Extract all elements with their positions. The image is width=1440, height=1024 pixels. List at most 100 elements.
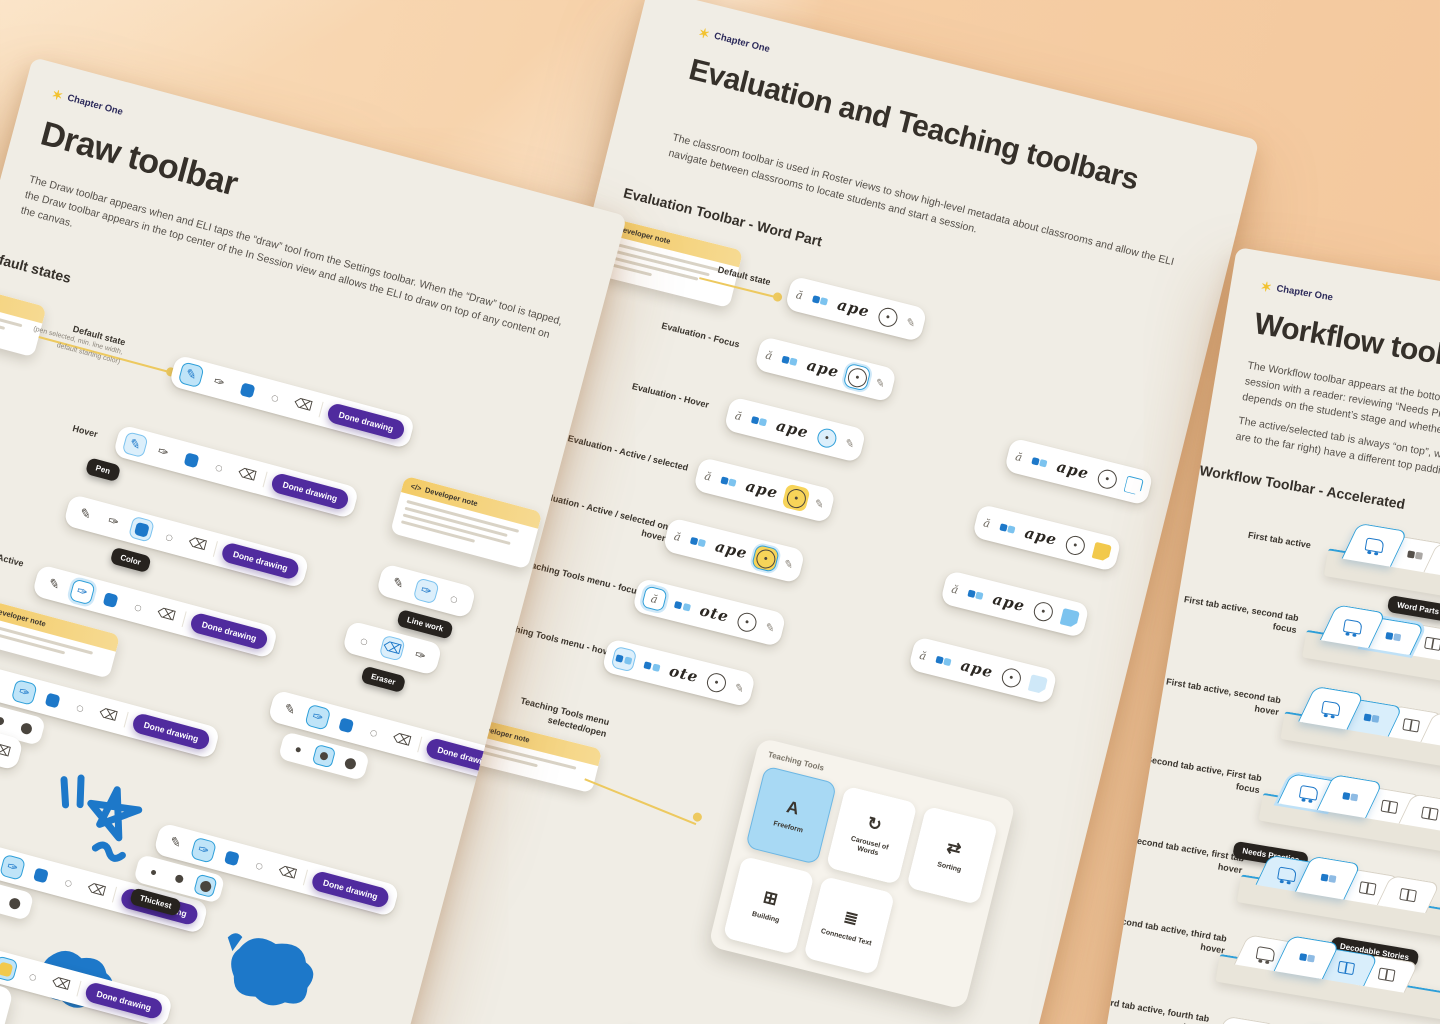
marker-icon[interactable]: ✑ <box>190 836 217 864</box>
lasso-icon[interactable]: ◌ <box>213 458 225 476</box>
marker-icon[interactable]: ✑ <box>106 512 121 530</box>
teaching-tools-icon[interactable] <box>669 592 696 619</box>
eraser-icon[interactable]: ⌫ <box>155 604 178 624</box>
mic-button[interactable]: ● <box>1093 464 1122 493</box>
color-swatch[interactable] <box>97 586 124 613</box>
sticky-note-icon-focus[interactable] <box>1124 475 1145 496</box>
pen-icon[interactable]: ✎ <box>168 833 183 851</box>
stroke-thick[interactable] <box>0 709 12 733</box>
marker-icon[interactable]: ✑ <box>68 578 96 606</box>
pencil-icon[interactable]: ✎ <box>813 497 826 512</box>
color-swatch[interactable] <box>128 515 155 543</box>
pen-icon[interactable]: ✎ <box>391 574 406 592</box>
eraser-icon[interactable]: ⌫ <box>292 394 315 414</box>
stroke-thick[interactable] <box>0 883 1 909</box>
mic-button[interactable]: ● <box>702 668 731 697</box>
color-swatch[interactable] <box>39 686 66 713</box>
marker-icon[interactable]: ✑ <box>304 703 332 731</box>
lasso-icon[interactable]: ◌ <box>269 389 281 406</box>
teaching-tools-icon[interactable] <box>639 653 666 680</box>
lasso-icon[interactable]: ◌ <box>74 699 86 716</box>
stroke-thickest[interactable] <box>14 716 38 740</box>
mic-button-active-hover[interactable]: ● <box>751 543 781 573</box>
marker-icon[interactable]: ✑ <box>212 373 227 391</box>
mic-button[interactable]: ● <box>1061 530 1090 559</box>
color-swatch[interactable] <box>178 446 205 473</box>
pencil-icon[interactable]: ✎ <box>874 376 887 391</box>
eraser-icon[interactable]: ⌫ <box>276 862 299 882</box>
tool-card-sorting[interactable]: ⇄ Sorting <box>906 805 999 906</box>
stroke-thickest[interactable] <box>2 891 26 915</box>
teaching-tools-icon[interactable] <box>715 468 742 495</box>
color-swatch[interactable] <box>27 861 54 888</box>
lasso-icon[interactable]: ◌ <box>253 856 266 874</box>
mic-button-hover[interactable]: ● <box>812 423 841 452</box>
pen-icon[interactable]: ✎ <box>282 700 298 718</box>
teaching-tools-icon[interactable] <box>746 407 773 434</box>
stroke-thick[interactable] <box>311 743 337 769</box>
mic-button-focused[interactable]: ● <box>842 362 872 392</box>
lasso-icon[interactable]: ◌ <box>448 590 460 607</box>
mic-button[interactable]: ● <box>997 663 1026 692</box>
pen-icon[interactable]: ✎ <box>0 675 4 694</box>
lasso-icon[interactable]: ◌ <box>27 968 39 985</box>
lasso-icon[interactable]: ◌ <box>163 528 176 545</box>
eraser-icon[interactable]: ⌫ <box>0 740 13 760</box>
sticky-note-icon-selected[interactable] <box>1060 607 1081 628</box>
pen-icon[interactable]: ✎ <box>121 431 149 459</box>
word-part-tab-icon[interactable] <box>610 645 638 673</box>
done-drawing-button[interactable]: Done drawing <box>220 541 301 581</box>
pen-icon[interactable]: ✎ <box>177 361 205 389</box>
mic-button[interactable]: ● <box>733 607 762 636</box>
color-swatch[interactable] <box>332 711 359 738</box>
marker-icon[interactable]: ✑ <box>413 646 428 664</box>
eraser-icon[interactable]: ⌫ <box>186 534 209 554</box>
eraser-icon[interactable]: ⌫ <box>50 973 73 993</box>
tool-card-building[interactable]: ⊞ Building <box>722 855 815 956</box>
pen-icon[interactable]: ✎ <box>47 575 62 593</box>
pencil-icon[interactable]: ✎ <box>733 681 746 696</box>
eraser-icon[interactable]: ⌫ <box>236 464 259 484</box>
eraser-icon[interactable]: ⌫ <box>391 729 413 749</box>
tool-card-connected-text[interactable]: ≣ Connected Text <box>803 875 896 976</box>
sticky-note-icon-active[interactable] <box>1092 541 1113 562</box>
done-drawing-button[interactable]: Done drawing <box>130 711 212 752</box>
marker-icon[interactable]: ✑ <box>412 577 440 605</box>
marker-icon[interactable]: ✑ <box>10 678 38 706</box>
eraser-icon[interactable]: ⌫ <box>97 704 120 725</box>
stroke-thickest[interactable] <box>338 751 362 775</box>
pencil-icon[interactable]: ✎ <box>904 316 917 330</box>
stroke-thin[interactable] <box>286 737 310 761</box>
tool-card-freeform[interactable]: A Freeform <box>745 765 838 865</box>
color-swatch[interactable] <box>234 376 261 403</box>
pen-icon[interactable]: ✎ <box>78 505 93 523</box>
pencil-icon[interactable]: ✎ <box>843 436 856 451</box>
color-swatch[interactable] <box>0 955 19 983</box>
done-drawing-button[interactable]: Done drawing <box>310 869 391 910</box>
pencil-icon[interactable]: ✎ <box>782 557 795 572</box>
mic-button[interactable]: ● <box>1029 597 1058 626</box>
stroke-thin[interactable] <box>141 860 165 884</box>
stroke-thick[interactable] <box>167 867 191 891</box>
teaching-tools-icon[interactable] <box>1026 448 1053 475</box>
lasso-icon[interactable]: ◌ <box>132 598 144 616</box>
eraser-icon[interactable]: ⌫ <box>85 879 108 899</box>
lasso-icon[interactable]: ◌ <box>368 723 380 741</box>
teaching-tools-icon[interactable] <box>962 581 989 608</box>
lasso-icon[interactable]: ◌ <box>62 874 75 891</box>
tool-card-carousel[interactable]: ↻ Carousel of Words <box>825 785 918 885</box>
mic-button[interactable]: ● <box>873 302 902 331</box>
color-swatch[interactable] <box>218 844 245 871</box>
teaching-tools-icon[interactable] <box>994 515 1021 542</box>
pencil-icon[interactable]: ✎ <box>763 621 776 635</box>
teaching-tools-icon[interactable] <box>776 347 803 374</box>
stroke-thickest[interactable] <box>193 873 218 899</box>
tab-needs-practice[interactable] <box>1212 1015 1276 1024</box>
marker-icon[interactable]: ✑ <box>0 853 27 881</box>
teaching-tools-icon[interactable] <box>685 528 712 555</box>
done-drawing-button[interactable]: Done drawing <box>269 471 351 512</box>
lasso-icon[interactable]: ◌ <box>358 632 370 649</box>
teaching-tools-icon[interactable] <box>930 647 957 674</box>
word-part-tab-icon[interactable]: ă <box>641 585 668 613</box>
sticky-note-icon-hover[interactable] <box>1028 674 1049 695</box>
